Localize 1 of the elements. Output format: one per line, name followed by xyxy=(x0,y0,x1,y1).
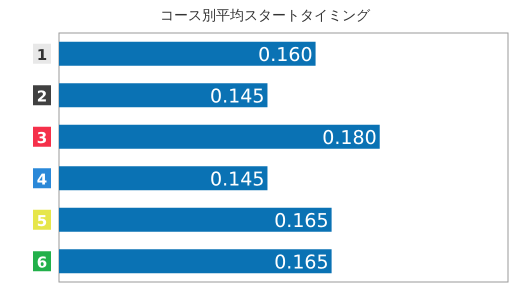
title: コース別平均スタートタイミング xyxy=(160,8,370,24)
